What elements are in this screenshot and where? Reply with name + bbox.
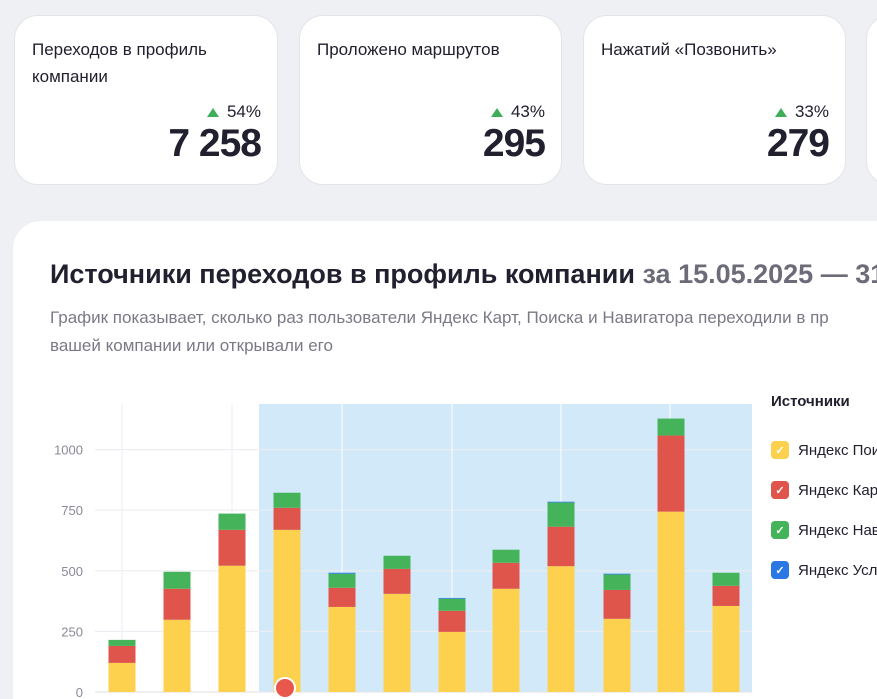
legend-item-search[interactable]: ✓ Яндекс Пои	[771, 430, 877, 470]
metric-title: Переходов в профиль компании	[32, 40, 207, 86]
metric-card-partial[interactable]	[866, 15, 877, 185]
metric-card-calls[interactable]: Нажатий «Позвонить» 33% 279	[583, 15, 846, 185]
chart-legend: Источники ✓ Яндекс Пои ✓ Яндекс Кар ✓ Ян…	[771, 393, 877, 590]
metric-delta: 43%	[490, 102, 545, 122]
checkbox-checked-icon[interactable]: ✓	[771, 561, 789, 579]
legend-item-maps[interactable]: ✓ Яндекс Кар	[771, 470, 877, 510]
trend-up-icon	[206, 107, 219, 117]
metric-delta: 54%	[206, 102, 261, 122]
legend-title: Источники	[771, 393, 850, 410]
legend-item-navigator[interactable]: ✓ Яндекс Нав	[771, 510, 877, 550]
metric-value: 7 258	[168, 122, 262, 165]
metric-card-profile-visits[interactable]: Переходов в профиль компании 54% 7 258	[14, 15, 278, 185]
metric-value: 279	[766, 122, 830, 165]
sources-panel: Источники переходов в профиль компании з…	[13, 221, 877, 699]
checkbox-checked-icon[interactable]: ✓	[771, 441, 789, 459]
metric-delta: 33%	[774, 102, 829, 122]
panel-description: График показывает, сколько раз пользоват…	[50, 308, 829, 355]
checkbox-checked-icon[interactable]: ✓	[771, 481, 789, 499]
metric-title: Нажатий «Позвонить»	[601, 40, 777, 59]
panel-title: Источники переходов в профиль компании з…	[50, 259, 877, 290]
metric-title: Проложено маршрутов	[317, 40, 500, 59]
metric-value: 295	[482, 122, 546, 165]
period-label[interactable]: за 15.05.2025 — 31.07	[642, 259, 877, 289]
trend-up-icon	[774, 107, 787, 117]
legend-item-services[interactable]: ✓ Яндекс Усл	[771, 550, 877, 590]
metric-card-routes[interactable]: Проложено маршрутов 43% 295	[299, 15, 562, 185]
checkbox-checked-icon[interactable]: ✓	[771, 521, 789, 539]
trend-up-icon	[490, 107, 503, 117]
